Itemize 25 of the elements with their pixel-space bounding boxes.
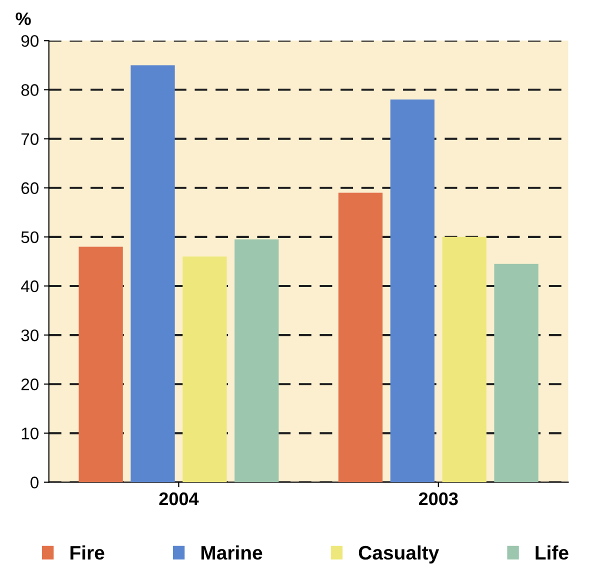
bar xyxy=(338,192,383,482)
bar xyxy=(390,100,434,482)
y-tick-label: 60 xyxy=(21,182,39,194)
y-tick-label: 0 xyxy=(30,476,39,488)
y-tick-label: 10 xyxy=(22,428,39,440)
bar xyxy=(78,246,123,482)
y-tick-label: 70 xyxy=(21,133,39,145)
x-tick-label: 2004 xyxy=(159,492,199,506)
bar xyxy=(442,236,486,482)
y-axis-title: % xyxy=(16,12,31,26)
y-tick-label: 30 xyxy=(21,329,39,342)
bar xyxy=(182,256,227,482)
y-tick-label: 90 xyxy=(21,35,39,47)
bar xyxy=(234,239,279,482)
legend-label: Life xyxy=(536,545,568,560)
legend-label: Casualty xyxy=(358,545,440,564)
x-tick-label: 2003 xyxy=(418,492,458,506)
y-tick-label: 40 xyxy=(21,280,39,292)
bar xyxy=(494,264,538,482)
bar xyxy=(130,65,175,482)
legend-label: Fire xyxy=(70,545,104,560)
y-tick-label: 20 xyxy=(21,378,39,390)
y-tick-label: 50 xyxy=(21,231,39,244)
legend-label: Marine xyxy=(201,545,262,560)
y-tick-label: 80 xyxy=(21,84,39,96)
